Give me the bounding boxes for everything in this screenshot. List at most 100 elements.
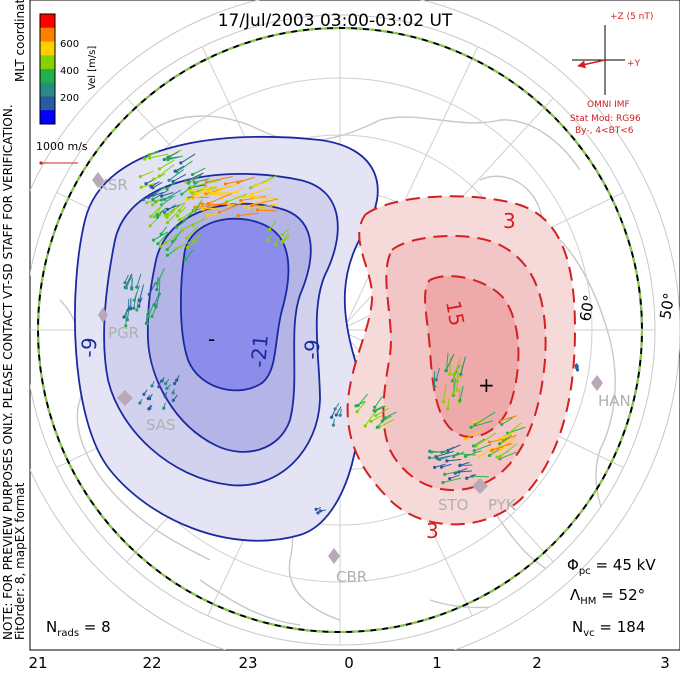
contour-label-pos-2: 3	[426, 519, 439, 543]
velocity-vector-origin	[465, 477, 468, 480]
velocity-vector-origin	[178, 218, 181, 221]
station-label-ksr: KSR	[98, 176, 128, 194]
velocity-vector-origin	[142, 198, 145, 201]
velocity-vector-origin	[165, 387, 168, 390]
mlt-tick-3: 3	[660, 654, 670, 672]
coordinate-note: MLT coordinates	[13, 0, 27, 82]
velocity-vector-origin	[186, 246, 189, 249]
velocity-vector-origin	[280, 241, 283, 244]
velocity-vector-origin	[250, 192, 253, 195]
velocity-vector-origin	[428, 456, 431, 459]
velocity-vector-origin	[175, 379, 178, 382]
velocity-vector-origin	[132, 306, 135, 309]
velocity-vector-origin	[145, 322, 148, 325]
velocity-vector-origin	[148, 293, 151, 296]
velocity-vector-origin	[373, 410, 376, 413]
velocity-vector-origin	[502, 436, 505, 439]
contour-label-pos-3: 15	[441, 299, 469, 328]
imf-z-label: +Z (5 nT)	[610, 12, 653, 22]
radar-count: Nrads = 8	[46, 618, 111, 639]
velocity-vector-origin	[173, 382, 176, 385]
colorbar-tick-400: 400	[60, 66, 79, 77]
velocity-vector-origin	[249, 186, 252, 189]
velocity-vector-origin	[192, 209, 195, 212]
velocity-vector-origin	[142, 393, 145, 396]
velocity-vector-origin	[214, 191, 217, 194]
velocity-vector-origin	[156, 242, 159, 245]
velocity-vector-origin	[135, 308, 138, 311]
velocity-vector-origin	[268, 228, 271, 231]
velocity-vector-origin	[191, 173, 194, 176]
velocity-vector-origin	[243, 205, 246, 208]
velocity-vector-origin	[448, 373, 451, 376]
velocity-vector-origin	[148, 224, 151, 227]
fitorder-note: FitOrder: 8, mapEX format	[13, 482, 27, 640]
contour-label-pos-1: 3	[503, 209, 516, 233]
velocity-vector-origin	[149, 215, 152, 218]
velocity-vector-origin	[441, 481, 444, 484]
velocity-vector-origin	[473, 449, 476, 452]
velocity-vector-origin	[186, 198, 189, 201]
velocity-vector-origin	[124, 324, 127, 327]
velocity-vector-origin	[122, 315, 125, 318]
velocity-vector-origin	[464, 438, 467, 441]
velocity-vector-origin	[194, 192, 197, 195]
colorbar-swatch	[40, 42, 55, 56]
velocity-vector-origin	[156, 213, 159, 216]
velocity-vector-origin	[139, 175, 142, 178]
velocity-vector-origin	[500, 423, 503, 426]
velocity-vector-origin	[456, 380, 459, 383]
colorbar-swatch	[40, 28, 55, 42]
velocity-vector-origin	[455, 388, 458, 391]
mlt-tick-2: 2	[532, 654, 542, 672]
velocity-vector-origin	[498, 455, 501, 458]
velocity-vector-origin	[147, 315, 150, 318]
velocity-vector-origin	[224, 182, 227, 185]
velocity-vector-origin	[237, 214, 240, 217]
velocity-vector-origin	[140, 186, 143, 189]
velocity-vector-origin	[319, 509, 322, 512]
stat-model-line1: Stat Mod: RG96	[570, 114, 641, 124]
velocity-vector-origin	[330, 416, 333, 419]
velocity-vector-origin	[183, 219, 186, 222]
velocity-vector-origin	[315, 508, 318, 511]
velocity-vector-origin	[147, 397, 150, 400]
vector-count: Nvc = 184	[572, 618, 645, 639]
velocity-vector	[450, 357, 451, 374]
velocity-vector-origin	[155, 288, 158, 291]
velocity-vector-origin	[442, 400, 445, 403]
velocity-vector-origin	[130, 287, 133, 290]
velocity-vector-origin	[172, 399, 175, 402]
velocity-vector-origin	[376, 426, 379, 429]
velocity-vector-origin	[162, 407, 165, 410]
velocity-vector-origin	[151, 203, 154, 206]
station-label-pyk: PYK	[488, 496, 517, 514]
station-label-sas: SAS	[146, 416, 176, 434]
colorbar-swatch	[40, 97, 55, 111]
velocity-vector-origin	[370, 420, 373, 423]
colorbar-tick-600: 600	[60, 39, 79, 50]
velocity-vector-origin	[151, 198, 154, 201]
velocity-vector-origin	[440, 451, 443, 454]
velocity-vector-origin	[184, 258, 187, 261]
velocity-vector-origin	[176, 214, 179, 217]
velocity-vector-origin	[472, 444, 475, 447]
colorbar-swatch	[40, 83, 55, 97]
velocity-vector-origin	[126, 318, 129, 321]
velocity-vector-origin	[167, 179, 170, 182]
velocity-vector-origin	[179, 161, 182, 164]
velocity-vector-origin	[205, 180, 208, 183]
potential-minimum-marker: -	[208, 327, 215, 351]
velocity-vector-origin	[373, 406, 376, 409]
velocity-vector-origin	[247, 207, 250, 210]
velocity-vector-origin	[433, 385, 436, 388]
velocity-vector-origin	[145, 201, 148, 204]
colorbar-swatch	[40, 110, 55, 124]
velocity-vector-origin	[153, 303, 156, 306]
velocity-vector-origin	[185, 236, 188, 239]
velocity-vector-origin	[478, 455, 481, 458]
colorbar-swatch	[40, 69, 55, 83]
velocity-vector-origin	[152, 178, 155, 181]
mlt-tick-1: 1	[432, 654, 442, 672]
